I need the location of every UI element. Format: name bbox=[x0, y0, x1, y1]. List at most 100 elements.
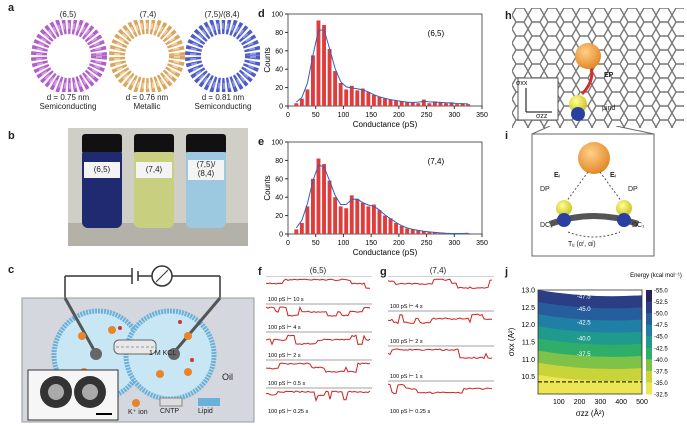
ep-label: EP bbox=[604, 72, 614, 79]
nanotube-lattice bbox=[512, 8, 684, 128]
colorbar-title: Energy (kcal mol⁻¹) bbox=[630, 273, 682, 279]
panel-label-c: c bbox=[8, 264, 15, 276]
histogram-bar bbox=[371, 204, 376, 234]
colorbar-tick-label: -45.0 bbox=[654, 335, 668, 341]
x-tick-label: 350 bbox=[476, 112, 488, 119]
ring-7-5-8-4 bbox=[185, 20, 260, 92]
vial-cap-2 bbox=[134, 134, 174, 154]
vial-label-3-line1: (7,5)/ bbox=[196, 160, 216, 169]
x-tick-label: 350 bbox=[476, 240, 488, 247]
panel-label-e: e bbox=[258, 136, 265, 148]
current-trace bbox=[388, 348, 493, 360]
histogram-7-4: 0 50 100 150 200 250 300 350020406080100Conduct… bbox=[263, 140, 488, 258]
y-tick-label: 10.5 bbox=[521, 374, 535, 381]
panel-label-f: f bbox=[258, 266, 262, 278]
histogram-bar bbox=[432, 232, 437, 234]
histogram-bar bbox=[394, 222, 399, 234]
x-tick-label: 250 bbox=[421, 112, 433, 119]
tube-type-3: Semiconducting bbox=[194, 102, 252, 111]
y-tick-label: 80 bbox=[275, 158, 283, 165]
colorbar-tick-label: -35.0 bbox=[654, 381, 668, 387]
y-tick-label: 60 bbox=[275, 48, 283, 55]
x-axis-label: Conductance (pS) bbox=[353, 248, 418, 257]
contour-label: -37.5 bbox=[577, 352, 591, 358]
histogram-bar bbox=[333, 71, 338, 106]
x-tick-label: 50 bbox=[312, 240, 320, 247]
histogram-bar bbox=[399, 101, 404, 106]
x-tick-label: 150 bbox=[365, 240, 377, 247]
histogram-bar bbox=[377, 210, 382, 234]
histogram-bar bbox=[366, 92, 371, 106]
y-tick-label: 40 bbox=[275, 67, 283, 74]
y-tick-label: 13.0 bbox=[521, 288, 535, 295]
nanotube-rings bbox=[31, 20, 260, 92]
plot-frame bbox=[537, 289, 643, 395]
oil-label: Oil bbox=[222, 372, 233, 382]
histogram-bar bbox=[344, 89, 349, 106]
tube-type-1: Semiconducting bbox=[39, 102, 97, 111]
x-tick-label: 200 bbox=[393, 112, 405, 119]
current-trace bbox=[388, 313, 493, 325]
panel-label-i: i bbox=[505, 130, 509, 142]
mu-label: μind bbox=[602, 105, 616, 112]
dipole-schematic bbox=[531, 126, 655, 257]
histogram-bar bbox=[460, 103, 465, 106]
tube-diameter-1: d = 0.75 nm bbox=[46, 93, 90, 102]
histogram-bar bbox=[360, 88, 365, 106]
y-tick-label: 11.0 bbox=[522, 357, 535, 364]
contour-label: -45.0 bbox=[577, 307, 591, 313]
histogram-bar bbox=[360, 202, 365, 234]
contour-band bbox=[538, 374, 642, 394]
histogram-bar bbox=[438, 233, 443, 234]
axis-sigma-zz: σzz bbox=[536, 113, 548, 120]
histogram-bar bbox=[388, 218, 393, 234]
panel-label-a: a bbox=[8, 2, 15, 14]
y-tick-label: 12.5 bbox=[521, 305, 535, 312]
y-axis-label: Counts bbox=[263, 47, 272, 72]
vial-cap-3 bbox=[186, 134, 226, 154]
histogram-bar bbox=[349, 195, 354, 234]
histogram-bar bbox=[316, 158, 321, 234]
histogram-bar bbox=[327, 48, 332, 106]
current-trace bbox=[266, 306, 371, 317]
bilayer-schematic bbox=[21, 265, 255, 423]
traces-g-title: (7,4) bbox=[429, 266, 447, 275]
histogram-bar bbox=[344, 208, 349, 234]
histogram-bar bbox=[383, 215, 387, 234]
colorbar-tick-label: -47.5 bbox=[654, 323, 668, 329]
x-tick-label: 150 bbox=[365, 112, 377, 119]
histogram-bar bbox=[294, 229, 299, 234]
panel-label-d: d bbox=[258, 8, 265, 20]
colorbar-segment bbox=[646, 359, 652, 372]
x-axis-label: Conductance (pS) bbox=[353, 120, 418, 129]
histogram-bar bbox=[316, 20, 321, 106]
histogram-bar bbox=[366, 206, 371, 234]
vial-label-1: (6,5) bbox=[84, 162, 120, 178]
colorbar-segment bbox=[646, 324, 652, 337]
histogram-bar bbox=[438, 102, 443, 106]
current-trace bbox=[388, 278, 493, 289]
vial-cap-1 bbox=[82, 134, 122, 154]
histogram-bar bbox=[383, 98, 387, 106]
trace-scale-label: 100 pS ⊢ 0.25 s bbox=[390, 408, 431, 415]
histogram-bar bbox=[305, 89, 310, 106]
vials-photo: (6,5) (7,4) (7,5)/ (8,4) bbox=[68, 128, 248, 246]
histogram-bar bbox=[322, 164, 326, 234]
trace-scale-label: 100 pS ⊢ 2 s bbox=[390, 338, 423, 345]
tube-chirality-3: (7,5)/(8,4) bbox=[204, 10, 240, 19]
traces-f-title: (6,5) bbox=[309, 266, 327, 275]
histogram-bar bbox=[427, 232, 432, 234]
panel-label-h: h bbox=[505, 10, 512, 22]
histogram-bar bbox=[305, 206, 310, 234]
histogram-bar bbox=[405, 228, 410, 234]
x-tick-label: 0 bbox=[286, 240, 290, 247]
colorbar-tick-label: -37.5 bbox=[654, 369, 668, 375]
histogram-bar bbox=[427, 103, 432, 106]
dc-right-label: DC₁ bbox=[632, 222, 645, 229]
histogram-bar bbox=[432, 101, 437, 106]
colorbar-tick-label: -40.0 bbox=[654, 358, 668, 364]
chart-title: (6,5) bbox=[428, 29, 445, 38]
current-trace bbox=[266, 390, 371, 403]
trace-scale-label: 100 pS ⊢ 1 s bbox=[390, 373, 423, 380]
y-tick-label: 12.0 bbox=[521, 322, 535, 329]
